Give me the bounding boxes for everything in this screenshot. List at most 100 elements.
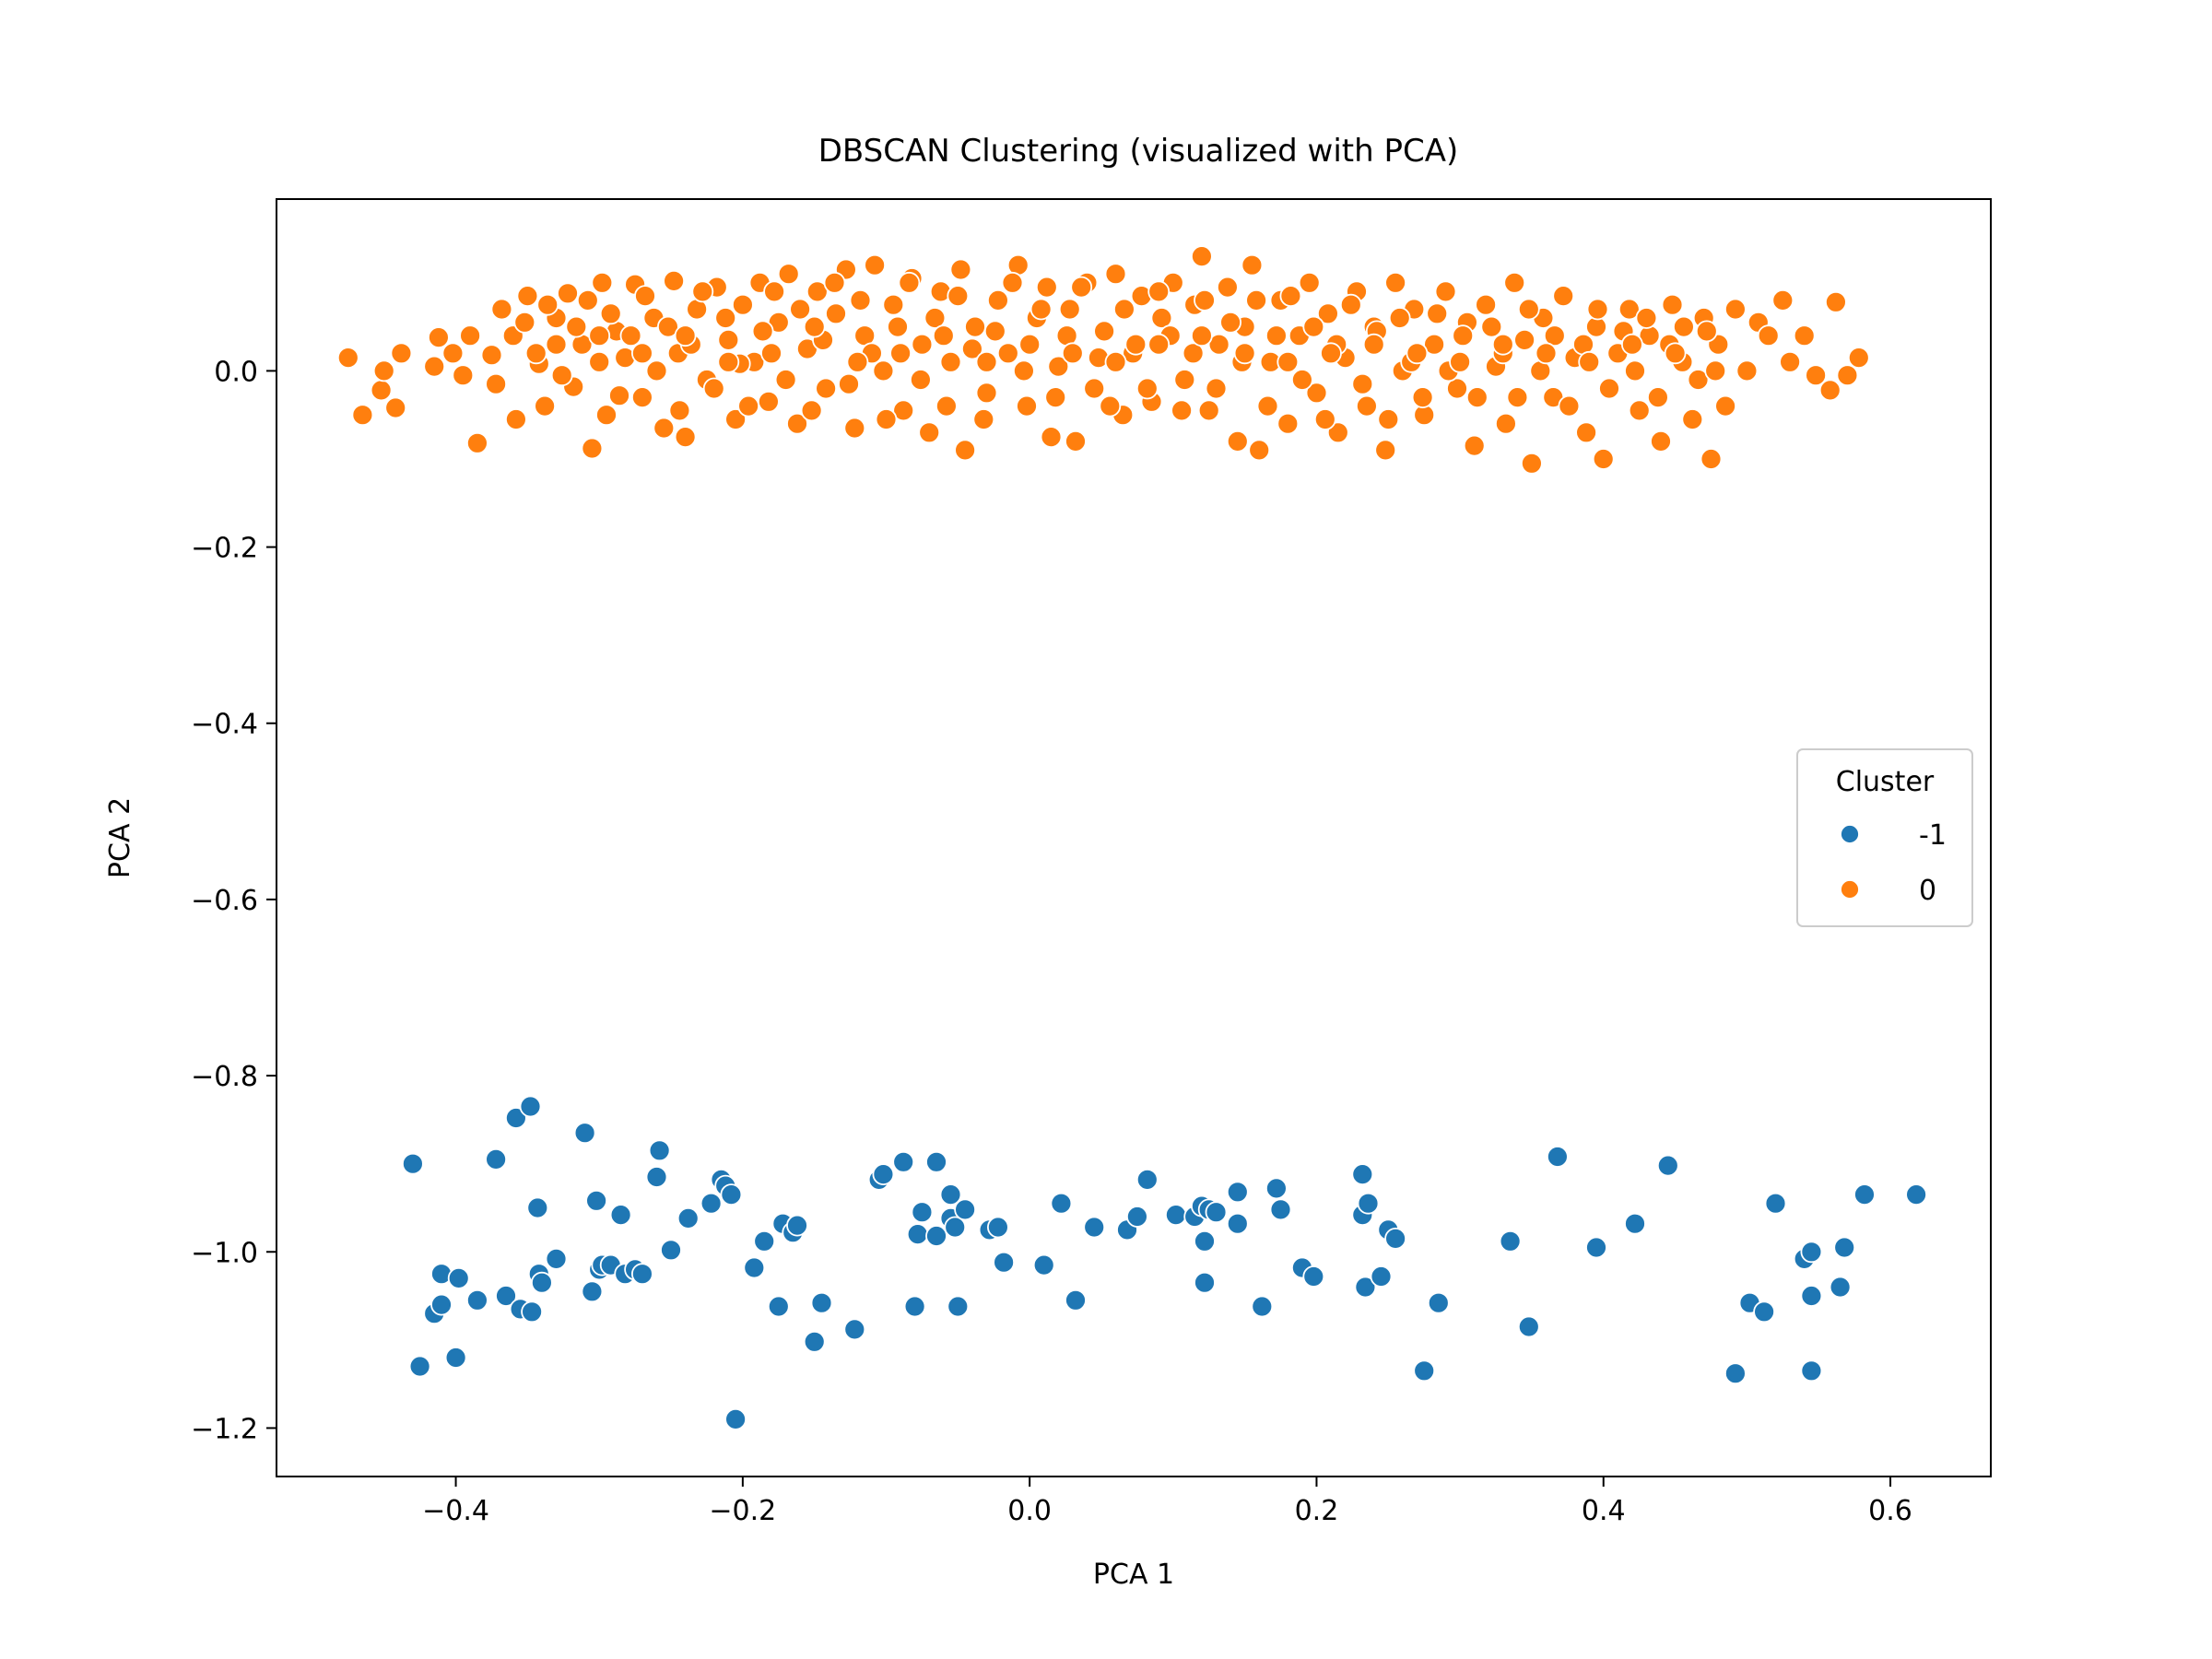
- y-tick-label: −0.6: [191, 885, 258, 917]
- data-point-cluster-0: [1406, 342, 1429, 365]
- data-point-cluster-0: [1070, 276, 1093, 299]
- data-point-cluster-0: [1104, 263, 1127, 286]
- data-point-cluster-0: [825, 302, 847, 325]
- data-point-cluster-0: [1495, 412, 1517, 435]
- data-point-cluster-0: [581, 437, 604, 460]
- data-point-cluster-0: [1317, 302, 1339, 325]
- y-axis-label: PCA 2: [104, 797, 136, 878]
- data-point-cluster-0: [1205, 377, 1228, 400]
- data-point-cluster-0: [800, 399, 823, 422]
- data-point-cluster--1: [944, 1216, 967, 1239]
- data-point-cluster--1: [987, 1216, 1009, 1239]
- data-point-cluster-0: [1480, 315, 1503, 338]
- data-point-cluster--1: [495, 1285, 517, 1307]
- data-point-cluster-0: [1044, 386, 1067, 409]
- data-point-cluster-0: [536, 293, 559, 316]
- data-point-cluster-0: [565, 315, 588, 338]
- data-point-cluster-0: [631, 386, 653, 409]
- data-point-cluster-0: [608, 384, 630, 407]
- data-point-cluster-0: [1351, 372, 1374, 395]
- data-point-cluster-0: [763, 280, 785, 303]
- data-point-cluster-0: [390, 342, 413, 365]
- data-point-cluster-0: [1147, 280, 1171, 303]
- data-point-cluster-0: [1388, 307, 1411, 329]
- data-point-cluster-0: [751, 320, 774, 343]
- data-point-cluster-0: [1191, 324, 1213, 347]
- x-tick-label: −0.4: [422, 1495, 489, 1527]
- data-point-cluster-0: [1724, 298, 1747, 321]
- data-point-cluster-0: [557, 282, 579, 305]
- data-point-cluster--1: [1032, 1253, 1055, 1277]
- data-point-cluster-0: [1411, 386, 1434, 409]
- data-point-cluster-0: [524, 342, 547, 365]
- data-point-cluster-0: [1197, 399, 1220, 422]
- data-point-cluster--1: [545, 1248, 568, 1270]
- data-point-cluster--1: [645, 1166, 668, 1188]
- x-tick-label: 0.6: [1868, 1495, 1912, 1527]
- data-point-cluster--1: [925, 1225, 947, 1247]
- data-point-cluster-0: [1426, 302, 1449, 325]
- data-point-cluster--1: [648, 1139, 671, 1162]
- data-point-cluster-0: [657, 315, 679, 338]
- data-point-cluster-0: [370, 379, 393, 402]
- data-point-cluster-0: [1013, 359, 1035, 382]
- data-point-cluster-0: [1182, 342, 1205, 365]
- data-point-cluster--1: [466, 1288, 488, 1312]
- data-point-cluster--1: [1833, 1236, 1856, 1259]
- data-point-cluster--1: [892, 1150, 915, 1173]
- legend: Cluster -1 0: [1796, 748, 1973, 927]
- data-point-cluster-0: [1598, 377, 1620, 400]
- data-point-cluster--1: [1165, 1204, 1187, 1226]
- data-point-cluster-0: [1575, 421, 1597, 444]
- data-point-cluster-0: [1194, 288, 1216, 312]
- data-point-cluster--1: [1083, 1216, 1106, 1239]
- data-point-cluster--1: [803, 1330, 826, 1353]
- data-point-cluster-0: [1704, 359, 1727, 382]
- data-point-cluster--1: [531, 1271, 553, 1294]
- data-point-cluster-0: [918, 421, 941, 444]
- data-point-cluster-0: [1277, 412, 1300, 435]
- data-point-cluster-0: [1521, 452, 1543, 475]
- data-point-cluster--1: [1302, 1265, 1325, 1288]
- data-point-cluster--1: [1050, 1192, 1073, 1215]
- data-point-cluster-0: [987, 288, 1009, 312]
- data-point-cluster-0: [717, 350, 740, 373]
- data-point-cluster--1: [1135, 1169, 1159, 1191]
- data-point-cluster-0: [1793, 324, 1816, 347]
- data-point-cluster-0: [1475, 293, 1497, 316]
- data-point-cluster-0: [516, 285, 539, 308]
- data-point-cluster-0: [935, 394, 958, 418]
- data-point-cluster-0: [823, 271, 846, 294]
- data-point-cluster-0: [1635, 307, 1658, 329]
- data-point-cluster--1: [1547, 1146, 1569, 1168]
- data-point-cluster-0: [480, 344, 503, 367]
- data-point-cluster--1: [993, 1251, 1015, 1274]
- data-point-cluster--1: [1126, 1206, 1148, 1228]
- data-point-cluster--1: [1853, 1183, 1876, 1206]
- data-point-cluster-0: [1245, 288, 1267, 312]
- x-tick-label: 0.0: [1007, 1495, 1052, 1527]
- data-point-cluster-0: [1664, 342, 1687, 365]
- data-point-cluster-0: [550, 364, 573, 387]
- data-point-cluster-0: [595, 404, 618, 427]
- data-point-cluster-0: [485, 372, 507, 395]
- data-point-cluster-0: [1150, 307, 1173, 329]
- data-point-cluster-0: [1277, 350, 1300, 373]
- data-point-cluster-0: [849, 288, 872, 312]
- data-point-cluster-0: [619, 324, 642, 347]
- data-point-cluster-0: [1592, 448, 1615, 470]
- data-point-cluster-0: [1047, 355, 1070, 378]
- data-point-cluster--1: [1194, 1230, 1216, 1253]
- legend-label-cluster--1: -1: [1919, 819, 1947, 852]
- data-point-cluster-0: [1058, 298, 1081, 321]
- data-point-cluster-0: [887, 315, 909, 338]
- y-tick-label: −0.4: [191, 709, 258, 741]
- legend-box: [1796, 748, 1973, 927]
- data-point-cluster-0: [774, 369, 797, 391]
- data-point-cluster-0: [1256, 394, 1279, 418]
- data-point-cluster-0: [1113, 298, 1135, 321]
- x-axis: −0.4 −0.2 0.0 0.2 0.4 0.6: [422, 1477, 1912, 1527]
- data-point-cluster--1: [743, 1256, 766, 1279]
- data-point-cluster-0: [975, 350, 998, 373]
